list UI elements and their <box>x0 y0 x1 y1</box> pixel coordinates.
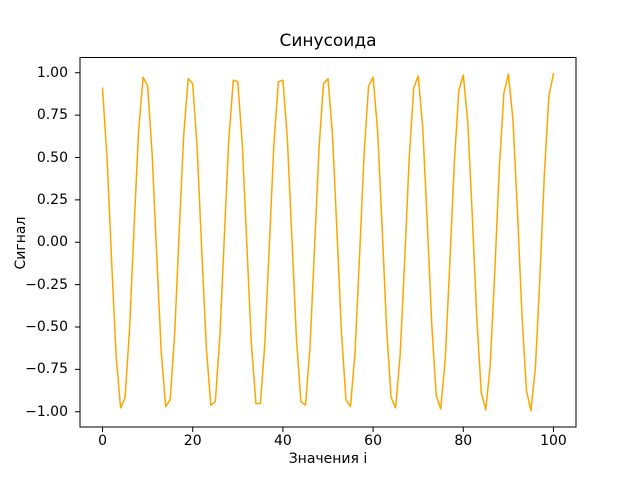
y-tick-label: 0.75 <box>36 107 68 124</box>
x-tick-label: 40 <box>273 433 292 449</box>
x-axis-label: Значения i <box>288 451 368 467</box>
axes-frame <box>79 57 577 428</box>
y-tick-label: 1.00 <box>36 64 68 81</box>
chart-title: Синусоида <box>279 31 377 51</box>
x-tick-label: 80 <box>454 433 473 449</box>
x-tick-label: 20 <box>183 433 202 449</box>
x-tick-label: 0 <box>98 433 107 449</box>
y-tick-label: −0.50 <box>25 318 68 335</box>
y-tick-label: −1.00 <box>25 403 68 420</box>
y-tick-label: −0.25 <box>25 276 68 293</box>
x-tick-label: 60 <box>364 433 382 449</box>
x-tick-label: 100 <box>540 433 567 449</box>
y-tick-label: 0.00 <box>36 234 68 251</box>
y-tick-label: 0.25 <box>36 191 68 208</box>
y-tick-label: 0.50 <box>36 149 68 166</box>
y-tick-label: −0.75 <box>25 361 68 378</box>
signal-line <box>101 72 555 412</box>
